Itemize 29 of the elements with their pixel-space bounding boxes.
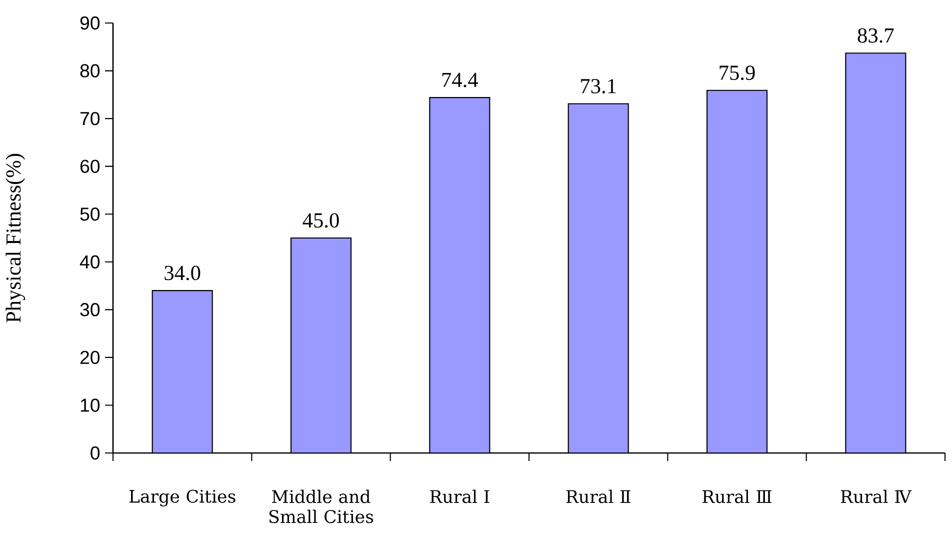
data-label: 83.7 [858, 28, 894, 43]
y-tick-label: 90 [80, 16, 100, 30]
bar [845, 52, 906, 454]
bar [706, 90, 768, 454]
bar [152, 290, 213, 454]
y-tick-label: 70 [80, 112, 100, 126]
bar [290, 237, 352, 454]
data-label: 45.0 [302, 213, 339, 228]
bar [429, 97, 490, 454]
x-tick-label: Rural Ⅳ [840, 490, 912, 504]
data-label: 73.1 [581, 79, 616, 94]
bar [568, 103, 629, 454]
x-tick-label: Large Cities [129, 490, 236, 506]
data-label: 34.0 [164, 266, 200, 280]
data-label: 75.9 [720, 66, 755, 80]
y-tick-label: 30 [80, 303, 100, 316]
y-tick-label: 80 [80, 64, 100, 78]
y-tick-label: 10 [80, 398, 100, 412]
x-tick-label: Middle and Small Cities [269, 490, 374, 524]
y-tick-label: 50 [80, 207, 100, 221]
data-label: 74.4 [442, 72, 478, 88]
y-tick-label: 60 [80, 160, 100, 173]
y-axis-title: Physical Fitness(%) [6, 154, 26, 322]
x-tick-label: Rural Ⅲ [702, 490, 772, 504]
y-tick-label: 40 [80, 255, 100, 269]
x-tick-label: Rural Ⅰ [430, 490, 490, 504]
x-tick-label: Rural Ⅱ [566, 490, 630, 504]
y-tick-label: 20 [80, 350, 100, 364]
y-tick-label: 0 [90, 446, 100, 460]
